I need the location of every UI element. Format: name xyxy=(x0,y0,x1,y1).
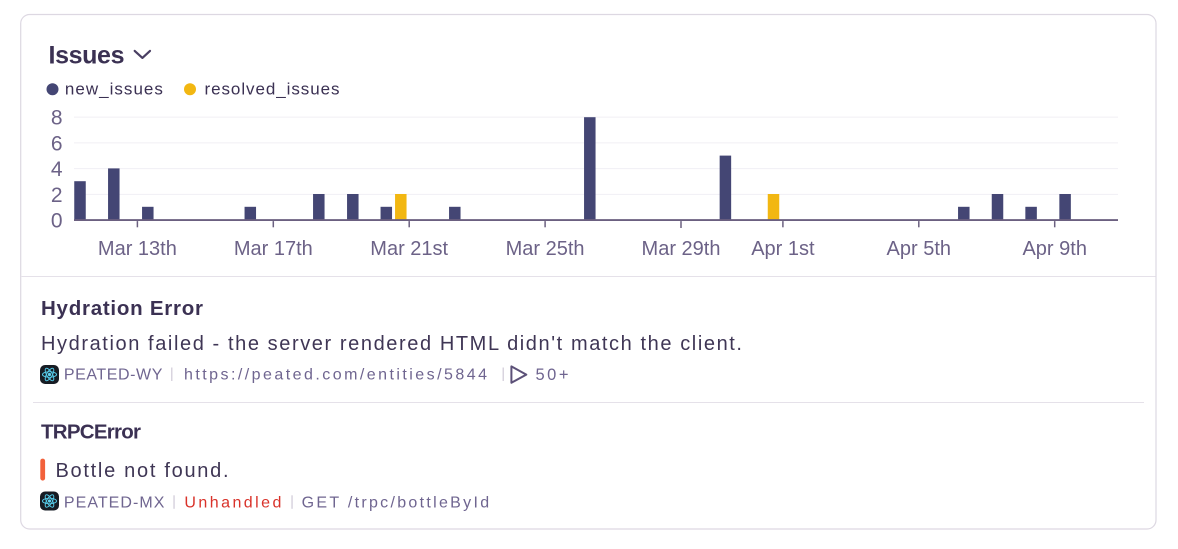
svg-text:Mar 29th: Mar 29th xyxy=(642,238,721,260)
svg-text:TRPCError: TRPCError xyxy=(41,420,141,443)
svg-text:0: 0 xyxy=(51,210,63,233)
svg-text:4: 4 xyxy=(51,158,63,181)
svg-text:Apr 1st: Apr 1st xyxy=(751,238,815,260)
svg-text:Mar 13th: Mar 13th xyxy=(98,238,177,260)
svg-text:https://peated.com/entities/58: https://peated.com/entities/5844 xyxy=(184,367,487,384)
svg-text:Apr 9th: Apr 9th xyxy=(1022,238,1086,260)
svg-text:PEATED-WY: PEATED-WY xyxy=(64,367,163,384)
svg-text:Issues: Issues xyxy=(49,42,125,70)
svg-text:Bottle not found.: Bottle not found. xyxy=(56,460,229,482)
svg-text:Hydration Error: Hydration Error xyxy=(41,297,203,320)
svg-text:50+: 50+ xyxy=(536,366,569,384)
svg-text:Mar 17th: Mar 17th xyxy=(234,238,313,260)
svg-text:Mar 25th: Mar 25th xyxy=(506,238,585,260)
svg-text:Unhandled: Unhandled xyxy=(184,494,281,511)
svg-text:Mar 21st: Mar 21st xyxy=(370,238,448,260)
svg-text:Hydration failed - the server: Hydration failed - the server rendered H… xyxy=(41,333,742,355)
svg-text:resolved_issues: resolved_issues xyxy=(205,79,340,98)
svg-text:new_issues: new_issues xyxy=(65,79,163,98)
svg-text:PEATED-MX: PEATED-MX xyxy=(64,494,165,511)
svg-text:2: 2 xyxy=(51,184,63,207)
svg-text:6: 6 xyxy=(51,132,63,155)
svg-text:8: 8 xyxy=(51,107,63,130)
svg-text:Apr 5th: Apr 5th xyxy=(887,238,951,260)
